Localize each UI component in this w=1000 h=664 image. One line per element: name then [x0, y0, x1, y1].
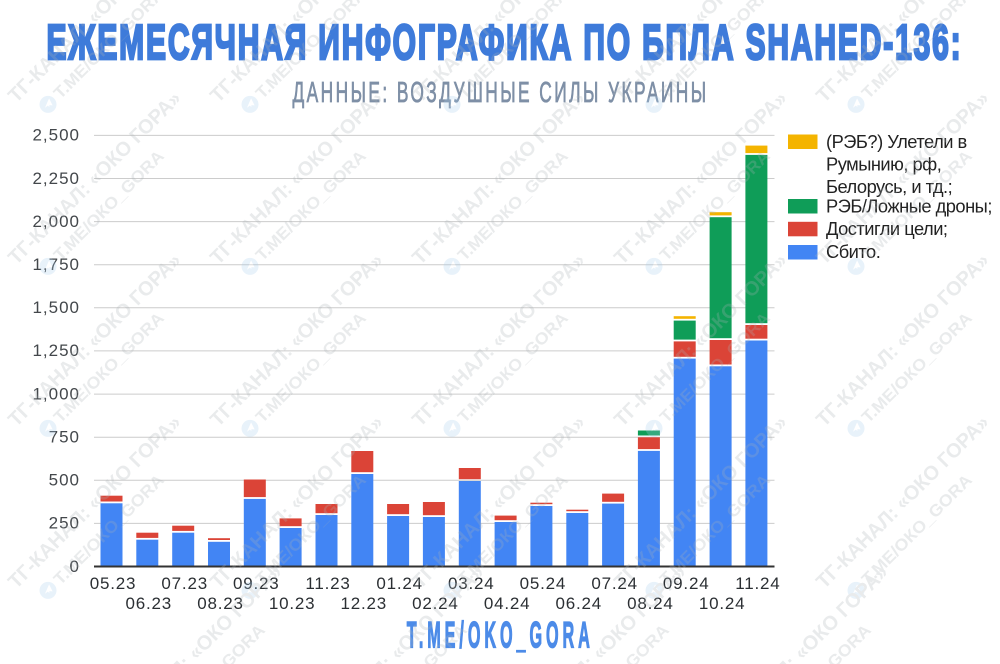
svg-text:500: 500 [49, 471, 80, 490]
svg-text:1,750: 1,750 [32, 255, 80, 274]
svg-text:06.24: 06.24 [556, 594, 603, 613]
svg-text:05.24: 05.24 [520, 574, 567, 593]
svg-text:10.24: 10.24 [699, 594, 746, 613]
svg-text:07.23: 07.23 [161, 574, 208, 593]
svg-text:1,000: 1,000 [32, 384, 80, 403]
svg-text:2,250: 2,250 [32, 169, 80, 188]
svg-text:01.24: 01.24 [376, 574, 423, 593]
svg-text:0: 0 [70, 557, 80, 576]
svg-text:T.ME/OKO_GORA: T.ME/OKO_GORA [407, 615, 594, 656]
svg-text:12.23: 12.23 [341, 594, 388, 613]
svg-text:09.23: 09.23 [233, 574, 280, 593]
svg-text:2,000: 2,000 [32, 212, 80, 231]
svg-text:05.23: 05.23 [90, 574, 137, 593]
svg-text:11.23: 11.23 [305, 574, 350, 593]
svg-text:08.23: 08.23 [197, 594, 244, 613]
svg-text:1,500: 1,500 [32, 298, 80, 317]
svg-text:Сбито.: Сбито. [826, 241, 880, 262]
svg-text:(РЭБ?) Улетели в: (РЭБ?) Улетели в [826, 131, 967, 152]
svg-text:11.24: 11.24 [735, 574, 780, 593]
svg-text:Достигли цели;: Достигли цели; [826, 218, 948, 239]
svg-text:07.24: 07.24 [591, 574, 638, 593]
svg-text:2,500: 2,500 [32, 126, 80, 145]
svg-text:ЕЖЕМЕСЯЧНАЯ ИНФОГРАФИКА ПО БПЛ: ЕЖЕМЕСЯЧНАЯ ИНФОГРАФИКА ПО БПЛА SHAHED-1… [47, 16, 963, 70]
svg-text:03.24: 03.24 [448, 574, 495, 593]
svg-text:Румынию, рф,: Румынию, рф, [826, 154, 941, 175]
svg-text:06.23: 06.23 [126, 594, 173, 613]
svg-text:04.24: 04.24 [484, 594, 531, 613]
svg-text:750: 750 [49, 428, 80, 447]
svg-text:02.24: 02.24 [412, 594, 459, 613]
svg-text:1,250: 1,250 [32, 341, 80, 360]
svg-text:РЭБ/Ложные дроны;: РЭБ/Ложные дроны; [826, 195, 992, 216]
svg-text:250: 250 [49, 514, 80, 533]
svg-text:09.24: 09.24 [663, 574, 710, 593]
svg-text:08.24: 08.24 [627, 594, 674, 613]
svg-text:ДАННЫЕ: ВОЗДУШНЫЕ СИЛЫ УКРАИНЫ: ДАННЫЕ: ВОЗДУШНЫЕ СИЛЫ УКРАИНЫ [293, 77, 709, 109]
svg-text:10.23: 10.23 [269, 594, 316, 613]
svg-text:Белорусь, и тд.;: Белорусь, и тд.; [826, 176, 952, 197]
